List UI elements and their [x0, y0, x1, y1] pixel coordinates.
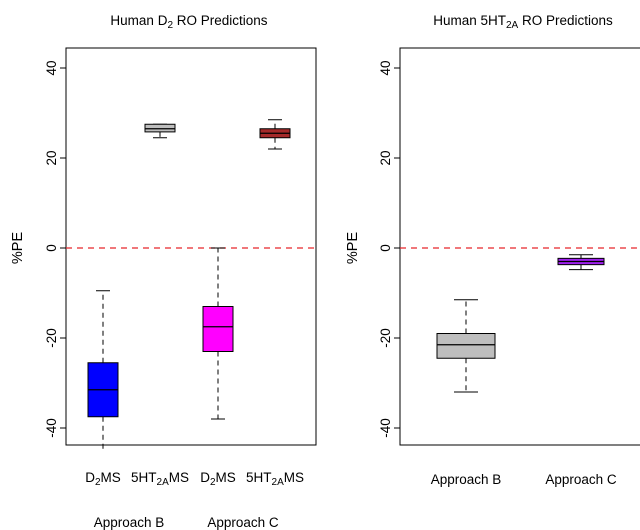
- box-body: [144, 123, 176, 133]
- box: [202, 247, 234, 420]
- right-x-tick-labels: Approach B Approach C: [431, 472, 617, 487]
- right-panel: Human 5HT2A RO Predictions %PE 40 20 0 -20 -…: [345, 13, 640, 487]
- y-tick-label: 20: [44, 150, 59, 165]
- y-tick-label: -40: [378, 418, 393, 438]
- left-chart-title: Human D2 RO Predictions: [110, 13, 267, 31]
- y-tick-label: 20: [378, 150, 393, 165]
- x-tick-label: D2MS: [200, 470, 236, 488]
- right-plot-frame: [399, 47, 640, 446]
- group-label-approach-c: Approach C: [207, 515, 279, 530]
- box: [557, 254, 605, 271]
- y-tick-label: -40: [44, 418, 59, 438]
- right-boxes: [436, 254, 605, 393]
- right-chart-title: Human 5HT2A RO Predictions: [433, 13, 613, 31]
- group-label-approach-b: Approach B: [94, 515, 165, 530]
- y-tick-label: -20: [44, 328, 59, 348]
- box-body: [202, 306, 234, 352]
- y-tick-label: -20: [378, 328, 393, 348]
- right-y-axis-label: %PE: [345, 232, 361, 265]
- y-tick-label: 0: [378, 244, 393, 252]
- left-y-axis-label: %PE: [10, 232, 26, 265]
- left-x-tick-labels: D2MS 5HT2AMS D2MS 5HT2AMS: [85, 470, 304, 488]
- x-tick-label: 5HT2AMS: [246, 470, 304, 488]
- x-tick-label: Approach B: [431, 472, 502, 487]
- box: [144, 123, 176, 139]
- left-y-axis: 40 20 0 -20 -40: [44, 60, 67, 438]
- left-panel: Human D2 RO Predictions %PE 40200-20-40 …: [10, 13, 317, 530]
- x-tick-label: D2MS: [85, 470, 121, 488]
- left-boxes: [87, 119, 291, 451]
- box-body: [436, 333, 496, 359]
- box: [259, 119, 291, 150]
- right-y-axis: 40 20 0 -20 -40: [378, 60, 401, 438]
- y-tick-label: 40: [378, 60, 393, 75]
- x-tick-label: Approach C: [545, 472, 617, 487]
- box: [436, 299, 496, 393]
- x-tick-label: 5HT2AMS: [131, 470, 189, 488]
- y-tick-label: 0: [44, 244, 59, 252]
- y-tick-label: 40: [44, 60, 59, 75]
- box: [87, 290, 119, 451]
